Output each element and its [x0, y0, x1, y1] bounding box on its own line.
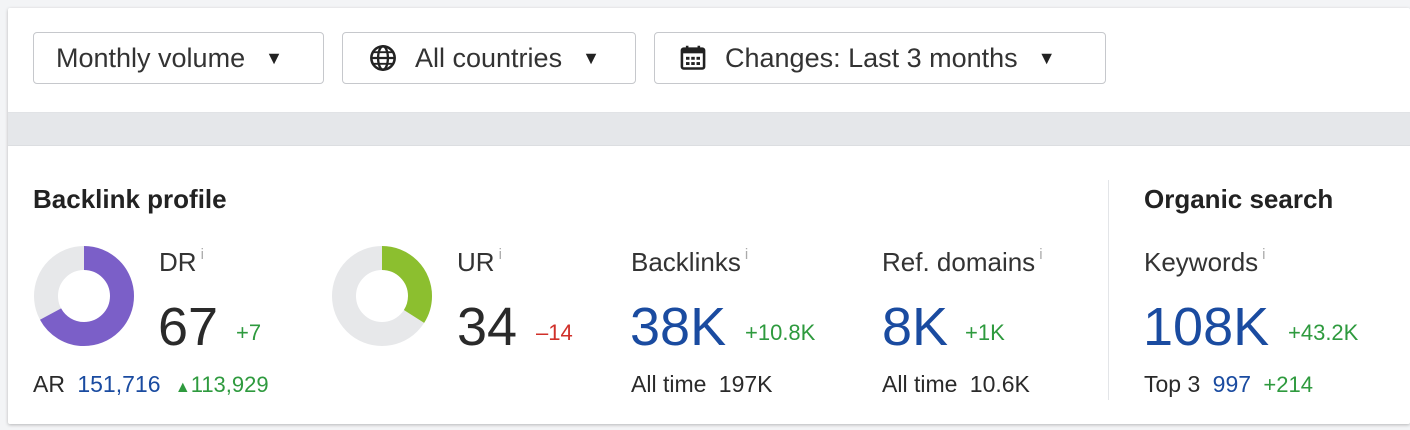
backlinks-delta: +10.8K	[745, 320, 816, 345]
ref-domains-delta: +1K	[965, 320, 1005, 345]
ref-domains-all-time-label: All time	[882, 371, 958, 397]
dr-label[interactable]: DR i	[159, 246, 204, 278]
changes-period-label: Changes: Last 3 months	[725, 42, 1018, 73]
backlinks-value[interactable]: 38K	[630, 297, 727, 357]
info-icon[interactable]: i	[1262, 246, 1266, 263]
backlinks-label[interactable]: Backlinks i	[631, 246, 748, 278]
backlink-profile-title: Backlink profile	[33, 184, 227, 214]
dr-gauge-fill	[34, 246, 134, 346]
ar-row: AR 151,716 ▲113,929	[33, 371, 269, 398]
dr-value: 67	[158, 297, 219, 357]
ur-gauge-fill	[332, 246, 432, 346]
ar-label: AR	[33, 371, 65, 397]
monthly-volume-dropdown[interactable]: Monthly volume ▼	[33, 32, 324, 84]
info-icon[interactable]: i	[744, 246, 749, 263]
ref-domains-label[interactable]: Ref. domains i	[882, 246, 1043, 278]
ref-domains-all-time: All time 10.6K	[882, 371, 1030, 398]
ur-gauge	[332, 246, 432, 346]
dr-delta: +7	[236, 320, 262, 345]
overview-card: Monthly volume ▼ All countries ▼	[8, 8, 1410, 424]
ur-label[interactable]: UR i	[457, 246, 502, 278]
globe-icon	[369, 44, 397, 72]
backlinks-all-time-label: All time	[631, 371, 707, 397]
ref-domains-all-time-value: 10.6K	[969, 371, 1030, 397]
ref-domains-label-text: Ref. domains	[882, 247, 1036, 277]
ur-delta: –14	[536, 320, 573, 345]
dr-label-text: DR	[159, 247, 197, 277]
info-icon[interactable]: i	[1039, 246, 1043, 263]
keywords-top3: Top 3 997 +214	[1144, 371, 1313, 398]
backlinks-all-time: All time 197K	[631, 371, 773, 398]
keywords-value[interactable]: 108K	[1143, 297, 1270, 357]
ur-label-text: UR	[457, 247, 495, 277]
ar-value[interactable]: 151,716	[77, 371, 161, 397]
ur-value: 34	[457, 297, 518, 357]
chevron-down-icon: ▼	[582, 47, 600, 68]
filter-toolbar: Monthly volume ▼ All countries ▼	[8, 8, 1410, 113]
chevron-down-icon: ▼	[265, 47, 283, 68]
calendar-icon	[679, 44, 707, 72]
dr-gauge	[34, 246, 134, 346]
chevron-down-icon: ▼	[1037, 47, 1056, 68]
monthly-volume-label: Monthly volume	[56, 42, 246, 73]
keywords-top3-label: Top 3	[1144, 371, 1201, 397]
keywords-top3-delta: +214	[1263, 372, 1313, 397]
organic-search-title: Organic search	[1144, 184, 1334, 214]
keywords-delta: +43.2K	[1288, 320, 1359, 345]
section-divider	[1108, 180, 1109, 400]
backlinks-label-text: Backlinks	[631, 247, 741, 277]
countries-dropdown[interactable]: All countries ▼	[342, 32, 636, 84]
countries-label: All countries	[415, 42, 563, 73]
backlinks-all-time-value: 197K	[718, 371, 773, 397]
changes-period-dropdown[interactable]: Changes: Last 3 months ▼	[654, 32, 1106, 84]
info-icon[interactable]: i	[498, 246, 502, 263]
keywords-top3-value[interactable]: 997	[1212, 371, 1252, 397]
ref-domains-value[interactable]: 8K	[882, 297, 949, 357]
keywords-label[interactable]: Keywords i	[1144, 246, 1266, 278]
keywords-label-text: Keywords	[1144, 247, 1259, 277]
ar-delta: 113,929	[190, 372, 269, 397]
separator-strip	[8, 113, 1410, 146]
info-icon[interactable]: i	[200, 246, 204, 263]
arrow-up-icon: ▲	[174, 379, 191, 396]
